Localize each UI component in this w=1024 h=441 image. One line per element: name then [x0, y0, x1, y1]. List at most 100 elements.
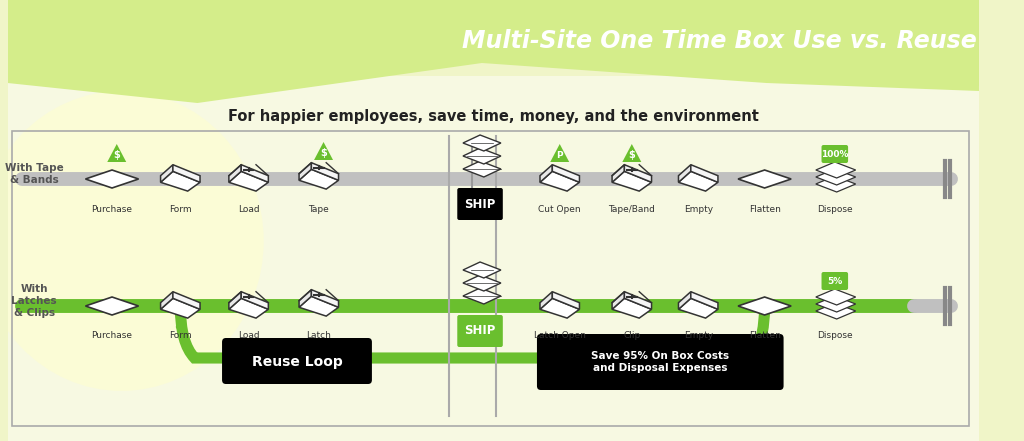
Polygon shape	[85, 170, 138, 188]
Polygon shape	[161, 171, 200, 191]
Polygon shape	[7, 0, 979, 96]
Polygon shape	[679, 298, 718, 318]
Polygon shape	[85, 297, 138, 315]
Text: Latch Open: Latch Open	[534, 332, 586, 340]
Polygon shape	[679, 171, 718, 191]
Text: Cut Open: Cut Open	[539, 205, 581, 213]
Bar	[12, 131, 969, 426]
Text: 100%: 100%	[821, 149, 849, 158]
Text: SHIP: SHIP	[464, 198, 496, 210]
FancyBboxPatch shape	[222, 338, 372, 384]
Polygon shape	[463, 275, 501, 291]
Polygon shape	[625, 164, 651, 182]
Polygon shape	[816, 162, 856, 178]
Polygon shape	[550, 144, 569, 162]
Polygon shape	[816, 289, 856, 305]
Text: Dispose: Dispose	[817, 332, 853, 340]
Text: $: $	[629, 150, 635, 160]
Polygon shape	[7, 0, 979, 91]
Polygon shape	[552, 164, 580, 182]
Polygon shape	[161, 292, 173, 309]
Text: Empty: Empty	[684, 332, 713, 340]
Polygon shape	[612, 298, 651, 318]
Polygon shape	[463, 288, 501, 304]
Polygon shape	[463, 148, 501, 164]
Polygon shape	[161, 298, 200, 318]
Text: Save 95% On Box Costs
and Disposal Expenses: Save 95% On Box Costs and Disposal Expen…	[591, 351, 729, 373]
Text: Tape: Tape	[308, 205, 329, 213]
Text: Load: Load	[238, 332, 259, 340]
Polygon shape	[679, 164, 691, 182]
Polygon shape	[816, 169, 856, 185]
Polygon shape	[161, 164, 173, 182]
Polygon shape	[311, 290, 339, 307]
Polygon shape	[229, 164, 242, 182]
Polygon shape	[540, 164, 552, 182]
Circle shape	[0, 91, 264, 391]
Polygon shape	[311, 163, 339, 180]
Polygon shape	[463, 135, 501, 151]
Text: With
Latches
& Clips: With Latches & Clips	[11, 284, 57, 318]
Text: Flatten: Flatten	[749, 205, 780, 213]
Polygon shape	[625, 292, 651, 309]
Polygon shape	[738, 170, 792, 188]
Text: Purchase: Purchase	[91, 205, 132, 213]
Text: Latch: Latch	[306, 332, 331, 340]
Text: Empty: Empty	[684, 205, 713, 213]
Polygon shape	[229, 171, 268, 191]
Text: Tape/Band: Tape/Band	[608, 205, 655, 213]
Text: Load: Load	[238, 205, 259, 213]
Polygon shape	[623, 144, 641, 162]
Text: Clip: Clip	[624, 332, 640, 340]
Polygon shape	[540, 292, 552, 309]
Polygon shape	[612, 292, 625, 309]
Polygon shape	[463, 161, 501, 177]
Polygon shape	[299, 296, 339, 316]
Polygon shape	[173, 292, 200, 309]
Bar	[7, 76, 979, 441]
Polygon shape	[314, 142, 333, 160]
Text: For happier employees, save time, money, and the environment: For happier employees, save time, money,…	[228, 108, 759, 123]
Text: Purchase: Purchase	[91, 332, 132, 340]
Text: Form: Form	[169, 332, 191, 340]
Polygon shape	[299, 290, 311, 307]
Text: SHIP: SHIP	[464, 325, 496, 337]
Polygon shape	[229, 292, 242, 309]
Polygon shape	[691, 164, 718, 182]
Text: Dispose: Dispose	[817, 205, 853, 213]
Polygon shape	[691, 292, 718, 309]
Polygon shape	[229, 298, 268, 318]
FancyBboxPatch shape	[821, 145, 848, 163]
Polygon shape	[540, 171, 580, 191]
Polygon shape	[612, 164, 625, 182]
Text: With Tape
& Bands: With Tape & Bands	[5, 163, 63, 185]
Polygon shape	[679, 292, 691, 309]
FancyBboxPatch shape	[537, 334, 783, 390]
Polygon shape	[242, 292, 268, 309]
FancyBboxPatch shape	[821, 272, 848, 290]
Polygon shape	[612, 171, 651, 191]
Polygon shape	[540, 298, 580, 318]
Polygon shape	[816, 176, 856, 192]
Text: $: $	[321, 148, 327, 158]
Polygon shape	[299, 163, 311, 180]
Text: P: P	[556, 150, 563, 160]
Text: Flatten: Flatten	[749, 332, 780, 340]
Polygon shape	[242, 164, 268, 182]
Polygon shape	[738, 297, 792, 315]
Polygon shape	[463, 262, 501, 278]
Text: 5%: 5%	[827, 277, 843, 285]
Text: Form: Form	[169, 205, 191, 213]
Polygon shape	[7, 0, 979, 103]
Text: $: $	[114, 150, 120, 160]
FancyBboxPatch shape	[458, 188, 503, 220]
Polygon shape	[299, 169, 339, 189]
Polygon shape	[108, 144, 126, 162]
Text: Multi-Site One Time Box Use vs. Reuse: Multi-Site One Time Box Use vs. Reuse	[462, 29, 977, 53]
Polygon shape	[552, 292, 580, 309]
Polygon shape	[816, 296, 856, 312]
Text: Reuse Loop: Reuse Loop	[252, 355, 342, 369]
Polygon shape	[816, 303, 856, 319]
Polygon shape	[173, 164, 200, 182]
FancyBboxPatch shape	[458, 315, 503, 347]
